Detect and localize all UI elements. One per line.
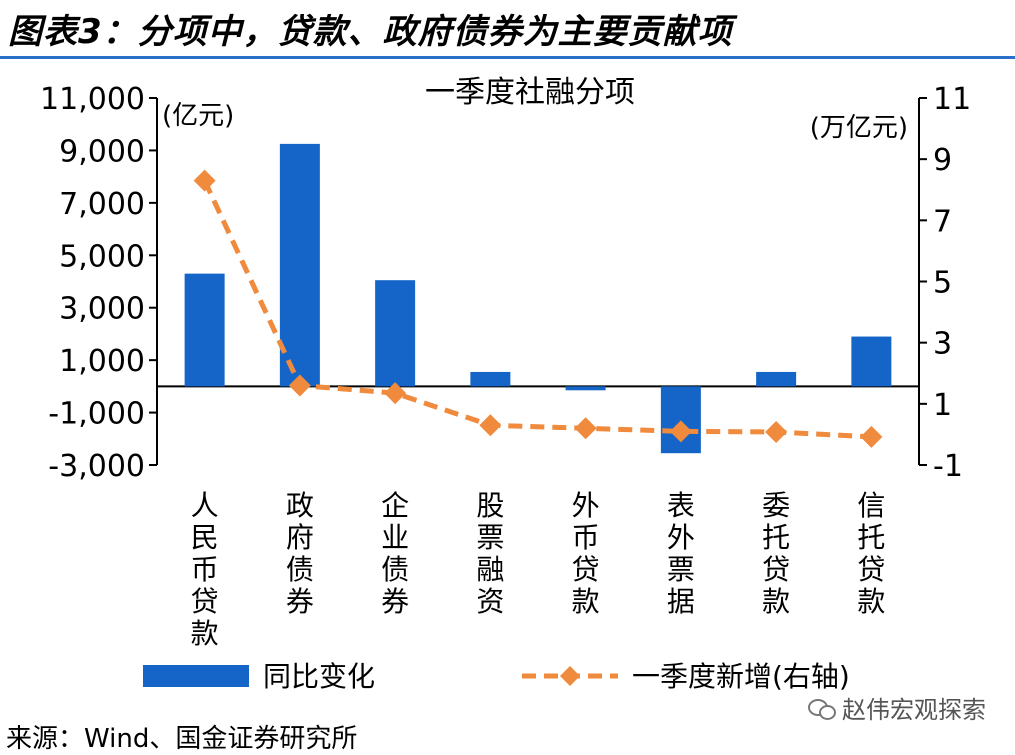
legend-line-marker xyxy=(560,666,580,686)
line-point-7 xyxy=(765,420,788,443)
line-point-1 xyxy=(193,169,216,192)
left-tick-label: 11,000 xyxy=(40,82,145,117)
wechat-icon xyxy=(808,697,836,720)
watermark: 赵伟宏观探索 xyxy=(808,690,986,725)
bar-5 xyxy=(565,386,606,391)
category-label: 外币贷款 xyxy=(572,489,600,618)
title-divider xyxy=(0,56,1015,59)
line-point-4 xyxy=(479,414,502,437)
right-tick-label: 1 xyxy=(933,388,952,423)
line-point-5 xyxy=(574,417,597,440)
bar-6 xyxy=(660,386,701,454)
right-tick-label: 3 xyxy=(933,327,952,362)
left-tick-label: -3,000 xyxy=(48,449,145,484)
left-tick-label: 1,000 xyxy=(59,344,145,379)
left-tick-label: 5,000 xyxy=(59,239,145,274)
category-label: 人民币贷款 xyxy=(191,489,219,650)
bar-7 xyxy=(756,371,797,387)
watermark-text: 赵伟宏观探索 xyxy=(842,696,986,724)
legend: 同比变化 一季度新增(右轴) xyxy=(143,660,850,693)
category-label: 企业债券 xyxy=(381,489,409,618)
line-series xyxy=(202,179,872,440)
category-label: 政府债券 xyxy=(286,489,314,618)
right-axis-unit: (万亿元) xyxy=(810,113,908,143)
right-tick-label: 7 xyxy=(933,204,952,239)
category-label: 表外票据 xyxy=(667,489,695,618)
legend-bar-label: 同比变化 xyxy=(263,660,375,693)
line-point-2 xyxy=(288,374,311,397)
bar-8 xyxy=(851,336,892,387)
bar-4 xyxy=(470,371,511,387)
category-label: 股票融资 xyxy=(476,489,504,618)
chart-title: 一季度社融分项 xyxy=(425,75,635,110)
right-tick-label: 9 xyxy=(933,143,952,178)
bar-3 xyxy=(375,280,416,387)
category-label: 信托贷款 xyxy=(857,489,885,618)
bar-2 xyxy=(279,143,320,387)
category-label: 委托贷款 xyxy=(762,489,790,618)
right-tick-label: 11 xyxy=(933,82,971,117)
left-tick-label: -1,000 xyxy=(48,397,145,432)
line-point-3 xyxy=(384,382,407,405)
left-axis-unit: (亿元) xyxy=(162,101,234,131)
line-point-8 xyxy=(860,425,883,448)
left-tick-label: 9,000 xyxy=(59,134,145,169)
legend-bar-swatch xyxy=(143,665,249,687)
plot-area: 11,000 9,000 7,000 5,000 3,000 1,000 -1,000 -3,… xyxy=(40,82,971,650)
left-tick-label: 7,000 xyxy=(59,187,145,222)
chart-container: 一季度社融分项 (亿元) (万亿元) 11,000 9,000 7,000 5,000… xyxy=(0,60,1015,710)
chart-svg: 一季度社融分项 (亿元) (万亿元) 11,0009,0007,0005,000… xyxy=(40,75,971,693)
right-tick-label: 5 xyxy=(933,266,952,301)
legend-line-label: 一季度新增(右轴) xyxy=(632,660,850,693)
bar-1 xyxy=(184,273,225,387)
source-note: 来源：Wind、国金证券研究所 xyxy=(6,724,358,754)
right-tick-label: -1 xyxy=(933,449,963,484)
line-point-6 xyxy=(669,420,692,443)
figure-title: 图表3：分项中，贷款、政府债券为主要贡献项 xyxy=(8,12,733,52)
left-tick-label: 3,000 xyxy=(59,292,145,327)
